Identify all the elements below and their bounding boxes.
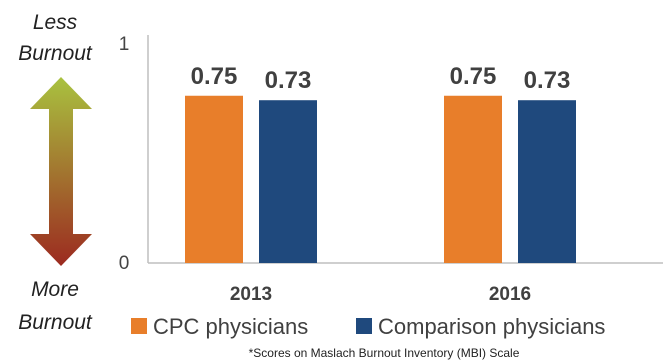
bar-2013-cpc <box>185 95 243 263</box>
bar-2013-comparison <box>259 100 317 264</box>
y-tick-min: 0 <box>119 253 130 274</box>
data-label-2016-cpc: 0.75 <box>450 63 497 90</box>
legend-label-cpc: CPC physicians <box>153 314 308 339</box>
more-label: More <box>31 278 79 301</box>
data-label-2013-cpc: 0.75 <box>191 63 238 90</box>
legend: CPC physicians Comparison physicians <box>131 314 605 339</box>
y-tick-max: 1 <box>119 34 130 55</box>
more-burnout-label: Burnout <box>18 311 93 334</box>
legend-label-comparison: Comparison physicians <box>378 314 605 339</box>
data-labels-layer: 0.75 0.73 0.75 0.73 <box>191 63 571 94</box>
bars-layer <box>185 95 576 264</box>
less-burnout-label: Burnout <box>18 42 93 65</box>
category-label-2013: 2013 <box>230 284 272 305</box>
bar-2016-comparison <box>518 100 576 264</box>
data-label-2013-comparison: 0.73 <box>265 67 312 94</box>
category-label-2016: 2016 <box>489 284 531 305</box>
less-label: Less <box>33 11 78 34</box>
bar-2016-cpc <box>444 95 502 263</box>
footnote: *Scores on Maslach Burnout Inventory (MB… <box>249 346 520 360</box>
legend-swatch-cpc <box>131 318 147 334</box>
data-label-2016-comparison: 0.73 <box>524 67 571 94</box>
legend-swatch-comparison <box>356 318 372 334</box>
burnout-scale-arrow <box>30 77 92 266</box>
